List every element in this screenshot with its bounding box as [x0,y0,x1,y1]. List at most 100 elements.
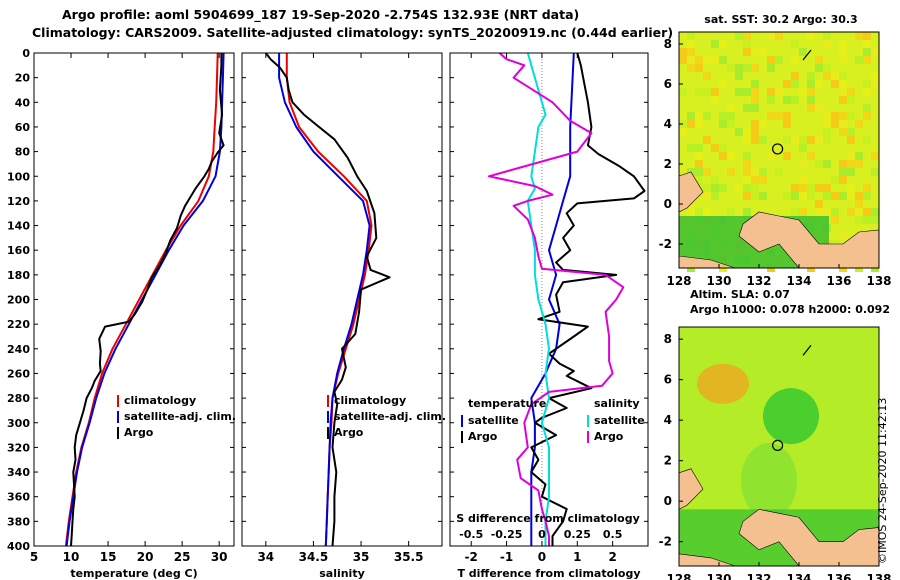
sst-map-cell [791,208,799,216]
sst-map-cell [839,168,847,176]
sst-map-cell [735,64,743,72]
sst-map-cell [687,64,695,72]
difference-series-1 [530,52,646,546]
sst-map-cell [751,104,759,112]
sst-map-cell [855,208,863,216]
sst-map-cell [751,168,759,176]
sst-map-cell [807,32,815,40]
sst-map-cell [759,192,767,200]
sst-map-cell [743,88,751,96]
sst-map-cell [815,80,823,88]
sst-map-cell [807,192,815,200]
sst-map-cell [687,32,695,40]
sst-map-cell [751,96,759,104]
sst-map-cell [767,152,775,160]
salinity-xtick-label: 35 [353,550,370,564]
sst-map-cell [863,48,871,56]
sst-map-cell [791,192,799,200]
sst-map-cell [871,152,879,160]
sla-map-ytick-label: 0 [664,494,672,508]
sst-map-cell [847,192,855,200]
difference-xtick2-label: 0.25 [564,528,591,541]
sst-map-cell [711,96,719,104]
sst-map-cell [767,64,775,72]
sst-map-cell [831,176,839,184]
sst-map-cell [847,168,855,176]
sst-map-cell [823,120,831,128]
salinity-series-1 [278,53,371,547]
sst-map-ytick-label: 2 [664,157,672,171]
sst-map-cell [695,120,703,128]
sst-map-cell [775,56,783,64]
difference-series-3 [487,52,625,546]
sst-map-cell [687,208,695,216]
salinity-frame [241,52,443,547]
sst-map-cell [751,88,759,96]
sst-map-cell [727,208,735,216]
sst-map-cell [767,112,775,120]
difference-series-0 [530,52,575,546]
sst-map-cell [759,168,767,176]
sst-map-cell [831,216,839,224]
temperature-xtick-label: 15 [100,550,117,564]
difference-xtick-label: -1 [500,550,513,564]
difference-legend-label: Argo [468,430,498,443]
difference-legend-sal-title: salinity [594,397,640,410]
sst-map-cell [679,56,687,64]
ytick-label: 100 [7,170,30,183]
sla-map-subtitle: Argo h1000: 0.078 h2000: 0.092 [690,303,890,316]
sst-map-cell [799,160,807,168]
sst-map-cell [679,88,687,96]
sst-map-cell [807,88,815,96]
sst-map-cell [871,72,879,80]
sst-map-xtick-label: 132 [746,274,771,288]
sst-map-cell [687,112,695,120]
sst-map-cell [695,152,703,160]
sst-map-cell [863,184,871,192]
salinity-legend-label: climatology [334,394,406,407]
sst-map-cell [727,120,735,128]
sst-map-cell [711,144,719,152]
sst-map-cell [847,152,855,160]
sst-map-cell [863,56,871,64]
sst-map-cell [735,88,743,96]
salinity-xtick-label: 34 [257,550,274,564]
sst-map-cell [815,200,823,208]
sst-map-cell [783,80,791,88]
sst-map-cell [799,184,807,192]
sst-map-cell [711,88,719,96]
sst-map-cell [855,200,863,208]
difference-xtick-label: 2 [608,550,616,564]
sst-map-cell [783,120,791,128]
sst-map-cell [815,208,823,216]
sst-map-cell [863,136,871,144]
salinity-xlabel: salinity [319,567,365,580]
sst-map-cell [839,112,847,120]
sst-map-cell [847,160,855,168]
sst-map-cell [823,208,831,216]
sst-map-cell [679,48,687,56]
sst-map-cell [695,88,703,96]
ytick-label: 360 [7,491,30,504]
sst-map-cell [783,152,791,160]
sst-map-cell [695,112,703,120]
sla-map-ytick-label: 6 [664,373,672,387]
difference-xtick-label: 1 [573,550,581,564]
sst-map-cell [735,72,743,80]
sst-map-cell [767,88,775,96]
sst-map-cell [711,184,719,192]
sst-map-ytick-label: 4 [664,117,672,131]
sst-map-cell [687,40,695,48]
sst-map-cell [775,112,783,120]
sst-map-cell [711,56,719,64]
sst-map-cell [799,88,807,96]
sst-map-cell [823,128,831,136]
sst-map-cell [823,112,831,120]
sst-map-cell [799,208,807,216]
sst-map-cell [703,72,711,80]
sst-map-cell [799,192,807,200]
sst-map-cell [695,160,703,168]
sst-map-cell [807,96,815,104]
sst-map-cell [863,208,871,216]
sst-map-cell [839,48,847,56]
